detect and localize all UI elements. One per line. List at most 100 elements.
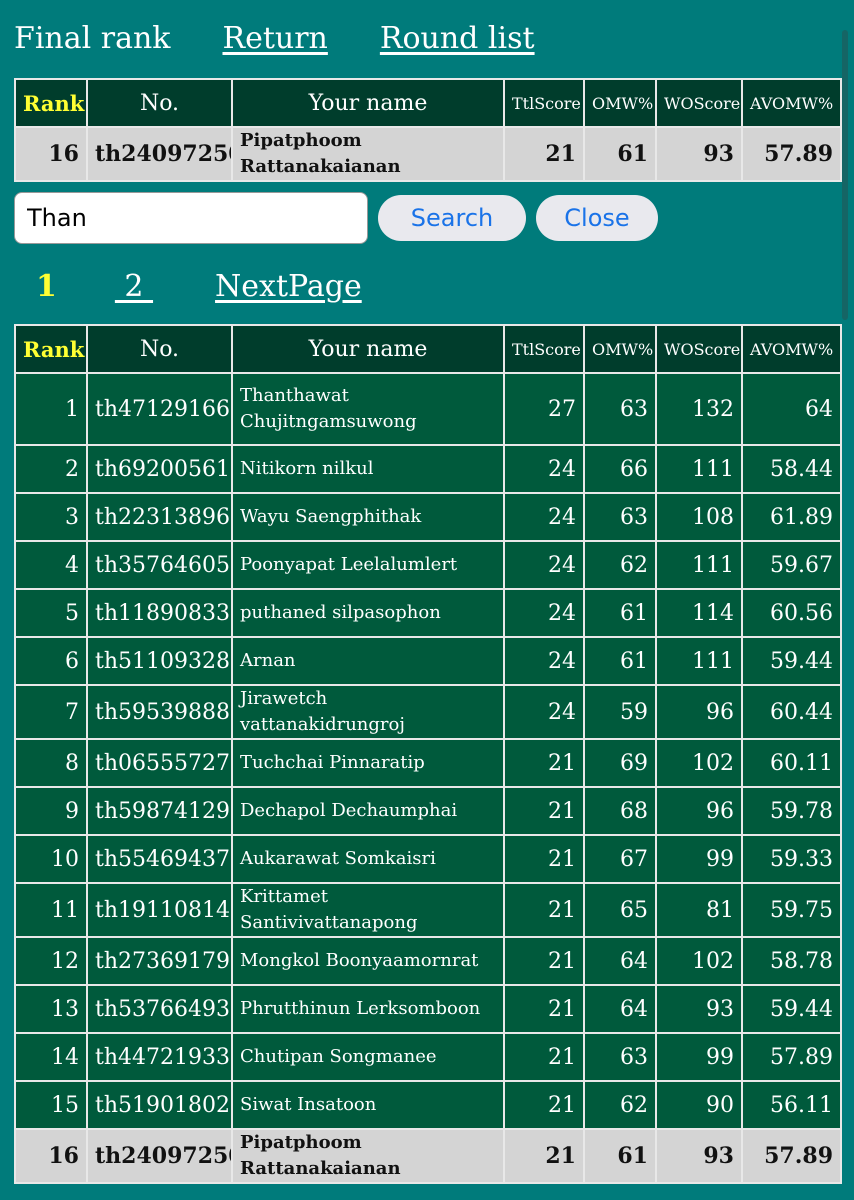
cell-ttlscore: 24 <box>503 588 585 638</box>
table-row: 3 th22313896 Wayu Saengphithak 24 63 108 61.89 <box>14 492 842 542</box>
cell-name: Mongkol Boonyaamornrat <box>231 936 505 986</box>
cell-omw: 69 <box>583 738 657 788</box>
cell-woscore: 96 <box>655 684 743 740</box>
cell-no: th59539888 <box>86 684 233 740</box>
header-avomw: AVOMW% <box>741 324 842 374</box>
scrollbar[interactable] <box>842 30 848 320</box>
cell-no: th22313896 <box>86 492 233 542</box>
cell-avomw: 60.56 <box>741 588 842 638</box>
cell-avomw: 64 <box>741 372 842 446</box>
cell-name: Aukarawat Somkaisri <box>231 834 505 884</box>
ranking-body: 1 th47129166 Thanthawat Chujitngamsuwong 27… <box>14 372 842 1184</box>
cell-avomw: 57.89 <box>741 1032 842 1082</box>
cell-rank: 11 <box>14 882 88 938</box>
table-row: 13 th53766493 Phrutthinun Lerksomboon 21 64 9… <box>14 984 842 1034</box>
cell-woscore: 108 <box>655 492 743 542</box>
search-bar: Search Close <box>14 192 658 244</box>
round-list-link[interactable]: Round list <box>379 20 535 56</box>
cell-ttlscore: 24 <box>503 636 585 686</box>
cell-rank: 2 <box>14 444 88 494</box>
table-row: 6 th51109328 Arnan 24 61 111 59.44 <box>14 636 842 686</box>
cell-omw: 66 <box>583 444 657 494</box>
table-row: 5 th11890833 puthaned silpasophon 24 61 114 60… <box>14 588 842 638</box>
page-2-link[interactable]: 2 <box>114 268 154 304</box>
cell-woscore: 132 <box>655 372 743 446</box>
table-row: 1 th47129166 Thanthawat Chujitngamsuwong 27… <box>14 372 842 446</box>
cell-rank: 8 <box>14 738 88 788</box>
cell-woscore: 93 <box>655 1128 743 1184</box>
cell-rank: 7 <box>14 684 88 740</box>
header-name: Your name <box>231 78 505 128</box>
header-ttlscore: TtlScore <box>503 78 585 128</box>
ranking-table: Rank No. Your name TtlScore OMW% WOScore… <box>14 324 842 1184</box>
header-omw: OMW% <box>583 324 657 374</box>
header-no: No. <box>86 78 233 128</box>
table-row: 4 th35764605 Poonyapat Leelalumlert 24 62 111… <box>14 540 842 590</box>
cell-no: th51901802 <box>86 1080 233 1130</box>
cell-rank: 9 <box>14 786 88 836</box>
cell-name: Poonyapat Leelalumlert <box>231 540 505 590</box>
cell-avomw: 59.78 <box>741 786 842 836</box>
cell-name: Chutipan Songmanee <box>231 1032 505 1082</box>
cell-ttlscore: 24 <box>503 492 585 542</box>
cell-woscore: 111 <box>655 540 743 590</box>
cell-omw: 63 <box>583 372 657 446</box>
search-button[interactable]: Search <box>378 195 526 241</box>
cell-no: th19110814 <box>86 882 233 938</box>
cell-avomw: 59.44 <box>741 984 842 1034</box>
table-row: 16 th24097250 Pipatphoom Rattanakaianan 21 6… <box>14 1128 842 1184</box>
cell-avomw: 59.67 <box>741 540 842 590</box>
cell-woscore: 102 <box>655 738 743 788</box>
cell-rank: 3 <box>14 492 88 542</box>
cell-omw: 61 <box>583 126 657 182</box>
cell-ttlscore: 21 <box>503 126 585 182</box>
cell-omw: 64 <box>583 936 657 986</box>
cell-omw: 63 <box>583 492 657 542</box>
cell-no: th47129166 <box>86 372 233 446</box>
cell-omw: 68 <box>583 786 657 836</box>
cell-no: th44721933 <box>86 1032 233 1082</box>
cell-rank: 13 <box>14 984 88 1034</box>
cell-ttlscore: 24 <box>503 684 585 740</box>
cell-name: Jirawetch vattanakidrungroj <box>231 684 505 740</box>
cell-no: th24097250 <box>86 126 233 182</box>
cell-no: th24097250 <box>86 1128 233 1184</box>
cell-no: th55469437 <box>86 834 233 884</box>
header-woscore: WOScore <box>655 324 743 374</box>
cell-no: th11890833 <box>86 588 233 638</box>
cell-avomw: 59.33 <box>741 834 842 884</box>
cell-ttlscore: 21 <box>503 1032 585 1082</box>
cell-woscore: 90 <box>655 1080 743 1130</box>
cell-ttlscore: 21 <box>503 834 585 884</box>
cell-omw: 67 <box>583 834 657 884</box>
cell-ttlscore: 21 <box>503 1128 585 1184</box>
cell-woscore: 102 <box>655 936 743 986</box>
cell-ttlscore: 21 <box>503 738 585 788</box>
cell-no: th53766493 <box>86 984 233 1034</box>
cell-omw: 65 <box>583 882 657 938</box>
ranking-header-row: Rank No. Your name TtlScore OMW% WOScore… <box>14 324 842 374</box>
cell-rank: 16 <box>14 126 88 182</box>
cell-ttlscore: 24 <box>503 540 585 590</box>
cell-omw: 61 <box>583 1128 657 1184</box>
cell-avomw: 60.11 <box>741 738 842 788</box>
next-page-link[interactable]: NextPage <box>215 268 362 304</box>
cell-no: th51109328 <box>86 636 233 686</box>
page-title: Final rank <box>14 20 171 56</box>
cell-name: Wayu Saengphithak <box>231 492 505 542</box>
cell-omw: 61 <box>583 636 657 686</box>
cell-name: Arnan <box>231 636 505 686</box>
cell-omw: 59 <box>583 684 657 740</box>
cell-avomw: 61.89 <box>741 492 842 542</box>
cell-woscore: 93 <box>655 126 743 182</box>
search-input[interactable] <box>14 192 368 244</box>
return-link[interactable]: Return <box>222 20 328 56</box>
header-ttlscore: TtlScore <box>503 324 585 374</box>
cell-rank: 10 <box>14 834 88 884</box>
cell-no: th27369179 <box>86 936 233 986</box>
close-button[interactable]: Close <box>536 195 658 241</box>
cell-name: Pipatphoom Rattanakaianan <box>231 126 505 182</box>
table-row: 7 th59539888 Jirawetch vattanakidrungroj 24… <box>14 684 842 740</box>
cell-woscore: 111 <box>655 444 743 494</box>
cell-ttlscore: 21 <box>503 1080 585 1130</box>
